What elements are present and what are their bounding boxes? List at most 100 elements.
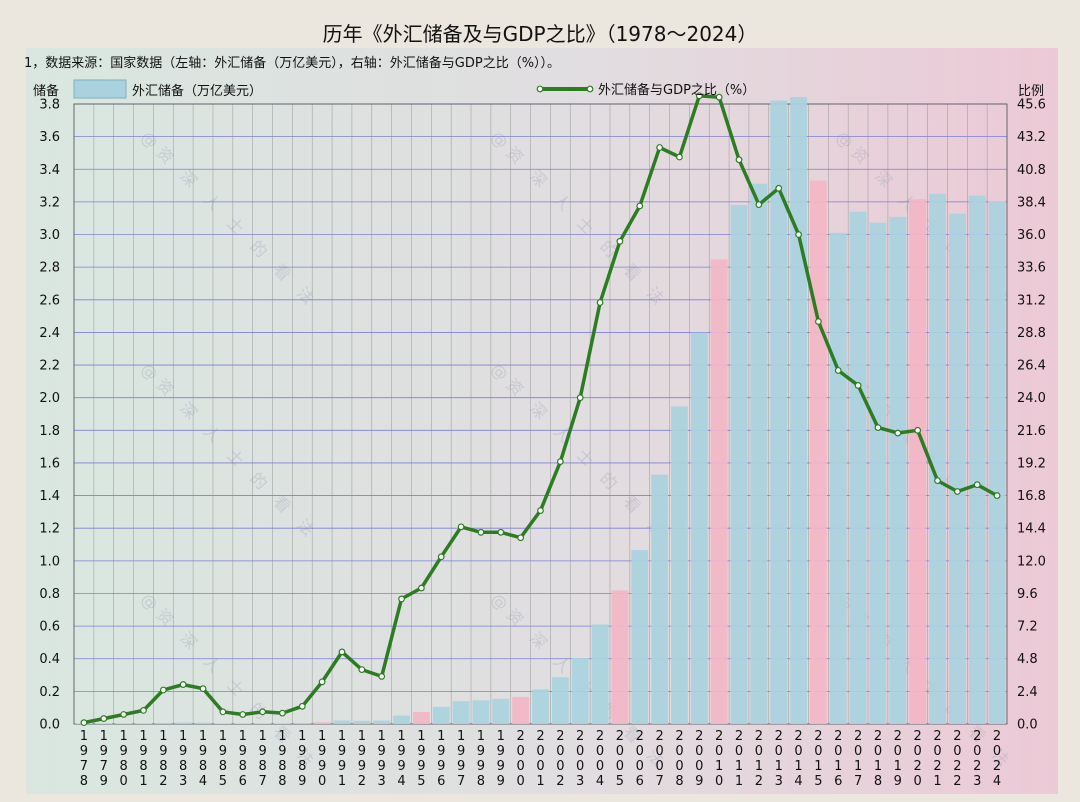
y2-tick-label: 38.4 — [1017, 195, 1046, 210]
ratio-point-1983 — [179, 681, 187, 688]
y-tick-label: 3.4 — [39, 163, 60, 178]
ratio-point-1991 — [338, 648, 346, 656]
y-tick-label: 1.4 — [39, 489, 60, 504]
bar-2011 — [730, 204, 748, 725]
legend-line-marker-left — [536, 85, 544, 93]
ratio-point-1998 — [477, 528, 485, 536]
ratio-point-2015 — [815, 318, 822, 325]
ratio-point-2009 — [695, 92, 703, 100]
y-tick-label: 3.2 — [39, 195, 60, 210]
bar-2012 — [750, 183, 768, 725]
bar-1994 — [393, 715, 410, 724]
y2-tick-label: 16.8 — [1017, 489, 1046, 504]
bar-2024 — [988, 201, 1006, 724]
ratio-point-2024 — [993, 492, 1001, 499]
bar-2018 — [869, 222, 887, 724]
y-tick-label: 1.6 — [39, 456, 60, 471]
ratio-point-1995 — [417, 584, 425, 592]
ratio-point-2018 — [874, 424, 882, 431]
y-tick-label: 2.4 — [39, 326, 60, 341]
bar-2005 — [611, 590, 629, 724]
y-tick-label: 1.2 — [39, 522, 60, 537]
bar-1992 — [353, 720, 371, 724]
ratio-point-2000 — [517, 534, 525, 542]
y-tick-label: 3.6 — [39, 130, 60, 145]
ratio-point-2001 — [537, 507, 544, 514]
ratio-point-1984 — [199, 685, 207, 693]
bar-2020 — [909, 199, 927, 724]
bar-2003 — [571, 658, 589, 724]
ratio-point-2013 — [775, 184, 783, 192]
bar-1996 — [432, 706, 450, 724]
bar-2023 — [968, 195, 986, 725]
ratio-point-1996 — [437, 553, 445, 561]
bar-2022 — [948, 213, 966, 725]
ratio-point-1990 — [318, 678, 326, 686]
ratio-point-1978 — [80, 719, 88, 727]
ratio-point-2021 — [934, 477, 941, 485]
bar-1981 — [135, 723, 152, 724]
bar-2007 — [651, 474, 669, 724]
y-tick-label: 0.6 — [39, 620, 60, 635]
bar-2014 — [790, 96, 807, 725]
y-tick-label: 0.0 — [39, 718, 60, 733]
ratio-point-2007 — [656, 144, 664, 151]
bar-2009 — [690, 332, 708, 724]
ratio-point-1985 — [219, 708, 227, 716]
bar-1979 — [95, 723, 113, 724]
legend: 外汇储备（万亿美元） 外汇储备与GDP之比（%） — [73, 79, 755, 99]
bar-2002 — [551, 677, 569, 724]
ratio-point-1989 — [298, 702, 306, 710]
y2-tick-label: 21.6 — [1017, 424, 1046, 439]
bar-1993 — [373, 720, 391, 724]
bar-2008 — [671, 406, 688, 724]
y-tick-label: 2.2 — [39, 359, 60, 374]
bar-1997 — [452, 701, 470, 724]
y-tick-label: 2.8 — [39, 261, 60, 276]
y2-tick-label: 12.0 — [1017, 554, 1046, 569]
ratio-line — [80, 92, 1001, 727]
bar-2016 — [829, 232, 847, 724]
ratio-point-2016 — [834, 367, 842, 374]
bar-1989 — [293, 723, 311, 724]
ratio-point-2017 — [854, 382, 862, 389]
bar-2000 — [512, 696, 530, 724]
y2-tick-label: 40.8 — [1017, 163, 1046, 178]
bar-2017 — [849, 211, 867, 724]
ratio-point-2005 — [616, 237, 624, 245]
bar-1988 — [274, 723, 291, 724]
legend-bar-label: 外汇储备（万亿美元） — [132, 83, 262, 99]
bar-2019 — [889, 216, 907, 725]
bar-1998 — [472, 700, 490, 724]
y2-tick-label: 36.0 — [1017, 228, 1046, 243]
y-tick-label: 1.8 — [39, 424, 60, 439]
y2-tick-label: 43.2 — [1017, 130, 1046, 145]
bar-1982 — [154, 722, 172, 724]
bar-1987 — [254, 723, 272, 724]
bar-2015 — [809, 180, 827, 724]
